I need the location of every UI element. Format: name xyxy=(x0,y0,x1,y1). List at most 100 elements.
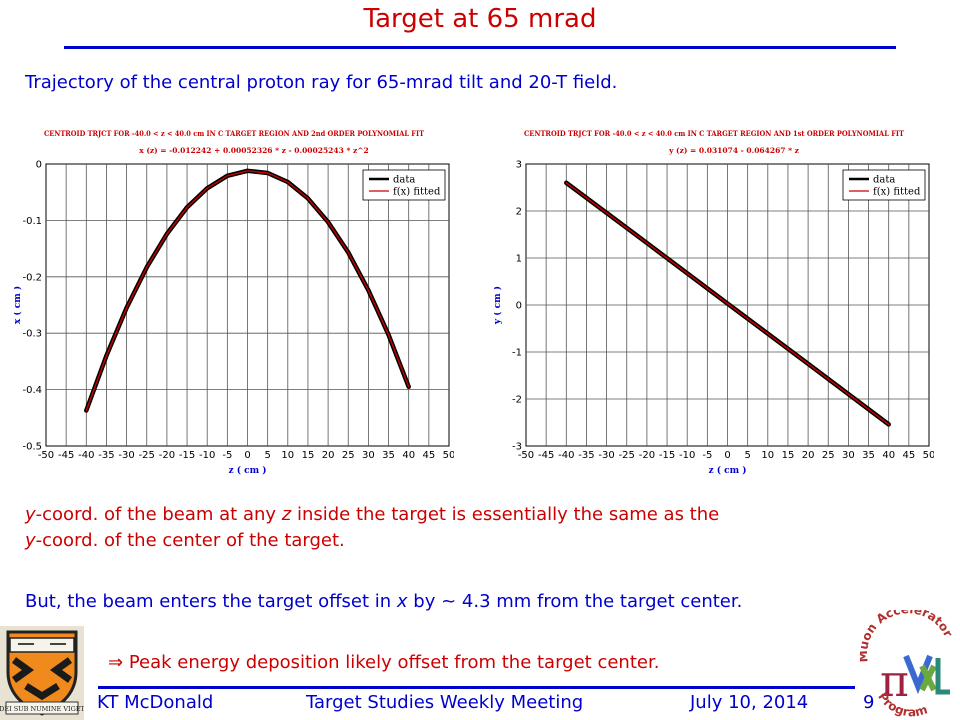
x-tick-label: 25 xyxy=(342,450,355,461)
footer-meeting: Target Studies Weekly Meeting xyxy=(306,692,584,713)
para-y-text-1: -coord. of the beam at any xyxy=(35,504,282,525)
x-tick-label: 5 xyxy=(264,450,270,461)
x-tick-label: 30 xyxy=(362,450,375,461)
x-tick-label: 40 xyxy=(402,450,415,461)
legend-label: f(x) fitted xyxy=(393,187,441,198)
x-tick-label: 20 xyxy=(802,450,815,461)
peak-energy-paragraph: ⇒ Peak energy deposition likely offset f… xyxy=(108,650,659,676)
chart-x-vs-z: CENTROID TRJCT FOR -40.0 < z < 40.0 cm I… xyxy=(14,126,454,476)
para-x-text-2: by ~ 4.3 mm from the target center. xyxy=(407,591,743,612)
x-tick-label: 25 xyxy=(822,450,835,461)
x-tick-label: -15 xyxy=(179,450,195,461)
x-tick-label: -15 xyxy=(659,450,675,461)
princeton-shield-logo: DEI SUB NUMINE VIGET xyxy=(0,626,84,720)
y-tick-label: 0 xyxy=(516,301,522,312)
y-coord-paragraph: y-coord. of the beam at any z inside the… xyxy=(25,502,925,554)
muon-accelerator-program-logo: Muon Accelerator π Program xyxy=(860,610,955,719)
x-tick-label: -20 xyxy=(159,450,175,461)
x-tick-label: -45 xyxy=(538,450,554,461)
y-tick-label: -0.4 xyxy=(22,385,42,396)
x-tick-label: 15 xyxy=(302,450,315,461)
var-z: z xyxy=(281,504,292,525)
chart-title: CENTROID TRJCT FOR -40.0 < z < 40.0 cm I… xyxy=(44,129,425,138)
para-y-text-3: -coord. of the center of the target. xyxy=(35,530,345,551)
y-tick-label: -0.3 xyxy=(22,329,42,340)
x-tick-label: 0 xyxy=(724,450,730,461)
princeton-motto: DEI SUB NUMINE VIGET xyxy=(0,705,84,713)
legend-label: f(x) fitted xyxy=(873,187,921,198)
y-tick-label: 2 xyxy=(516,207,522,218)
implies-arrow-icon: ⇒ xyxy=(108,652,124,673)
footer-page-number: 9 xyxy=(863,692,875,713)
para-y-text-2: inside the target is essentially the sam… xyxy=(291,504,720,525)
legend-box xyxy=(842,169,926,201)
x-tick-label: 0 xyxy=(244,450,250,461)
var-y: y xyxy=(25,504,36,525)
svg-text:Muon Accelerator: Muon Accelerator xyxy=(860,610,955,663)
map-text-top: Muon Accelerator xyxy=(860,610,955,663)
x-tick-label: 5 xyxy=(744,450,750,461)
x-tick-label: 15 xyxy=(782,450,795,461)
x-tick-label: 10 xyxy=(281,450,294,461)
y-tick-label: -1 xyxy=(512,348,522,359)
x-tick-label: -35 xyxy=(98,450,114,461)
peak-energy-text: Peak energy deposition likely offset fro… xyxy=(128,652,660,673)
chart-svg: CENTROID TRJCT FOR -40.0 < z < 40.0 cm I… xyxy=(14,129,454,476)
x-tick-label: -50 xyxy=(518,450,534,461)
y-tick-label: 3 xyxy=(516,160,522,171)
x-tick-label: -45 xyxy=(58,450,74,461)
var-x: x xyxy=(396,591,408,612)
x-tick-label: -10 xyxy=(199,450,215,461)
x-axis-label: z ( cm ) xyxy=(708,465,746,476)
y-tick-label: -2 xyxy=(512,395,522,406)
x-tick-label: -30 xyxy=(118,450,134,461)
y-tick-label: -0.1 xyxy=(22,216,42,227)
fit-equation: x (z) = -0.012242 + 0.00052326 * z - 0.0… xyxy=(139,146,369,155)
legend-label: data xyxy=(393,175,415,186)
map-pi-symbol: π xyxy=(880,656,909,707)
title-rule xyxy=(64,46,896,49)
y-axis-label: y ( cm ) xyxy=(494,286,503,325)
x-tick-label: 45 xyxy=(902,450,915,461)
y-tick-label: 1 xyxy=(516,254,522,265)
y-tick-label: -3 xyxy=(512,442,522,453)
x-tick-label: -35 xyxy=(578,450,594,461)
x-offset-paragraph: But, the beam enters the target offset i… xyxy=(25,589,925,615)
y-axis-label: x ( cm ) xyxy=(14,286,23,324)
x-tick-label: 35 xyxy=(382,450,395,461)
slide-title: Target at 65 mrad xyxy=(363,4,597,34)
x-tick-label: -40 xyxy=(558,450,574,461)
y-tick-label: -0.5 xyxy=(22,442,42,453)
x-tick-label: -50 xyxy=(38,450,54,461)
x-tick-label: -10 xyxy=(679,450,695,461)
slide-subtitle: Trajectory of the central proton ray for… xyxy=(25,72,618,93)
chart-title: CENTROID TRJCT FOR -40.0 < z < 40.0 cm I… xyxy=(524,129,905,138)
x-tick-label: 50 xyxy=(923,450,934,461)
x-tick-label: 50 xyxy=(443,450,454,461)
x-tick-label: -5 xyxy=(222,450,232,461)
series-line-fit xyxy=(85,170,410,412)
chart-y-vs-z: CENTROID TRJCT FOR -40.0 < z < 40.0 cm I… xyxy=(494,126,934,476)
x-tick-label: -30 xyxy=(598,450,614,461)
x-axis-label: z ( cm ) xyxy=(228,465,266,476)
legend-label: data xyxy=(873,175,895,186)
series-line-fit xyxy=(565,182,890,426)
y-tick-label: -0.2 xyxy=(22,272,42,283)
footer-date: July 10, 2014 xyxy=(690,692,809,713)
x-tick-label: 20 xyxy=(322,450,335,461)
x-tick-label: -25 xyxy=(139,450,155,461)
x-tick-label: 40 xyxy=(882,450,895,461)
y-tick-label: 0 xyxy=(36,160,42,171)
footer-author: KT McDonald xyxy=(97,692,214,713)
x-tick-label: -40 xyxy=(78,450,94,461)
x-tick-label: -20 xyxy=(639,450,655,461)
x-tick-label: 45 xyxy=(422,450,435,461)
x-tick-label: 10 xyxy=(761,450,774,461)
legend-box xyxy=(362,169,446,201)
x-tick-label: 35 xyxy=(862,450,875,461)
x-tick-label: -5 xyxy=(702,450,712,461)
fit-equation: y (z) = 0.031074 - 0.064267 * z xyxy=(668,146,799,155)
x-tick-label: 30 xyxy=(842,450,855,461)
x-tick-label: -25 xyxy=(619,450,635,461)
footer-rule xyxy=(98,686,855,689)
